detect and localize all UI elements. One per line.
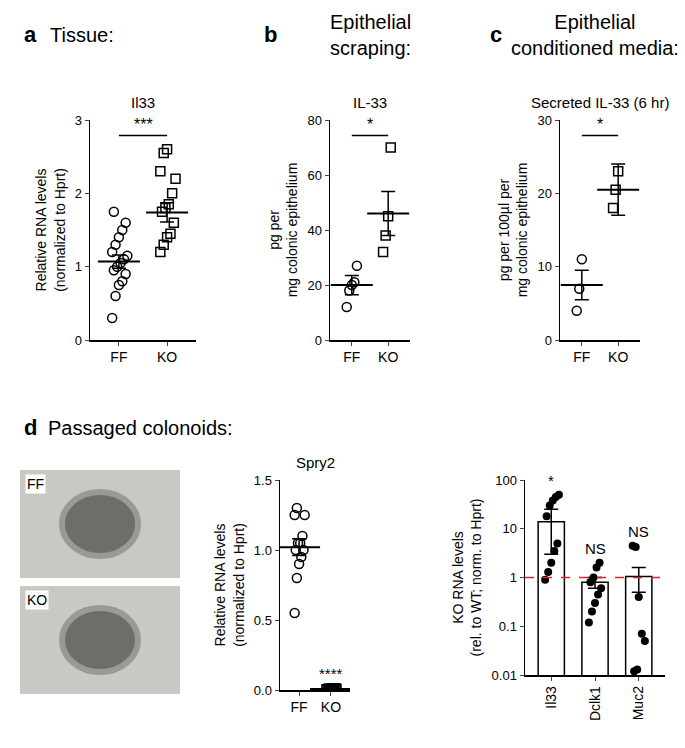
svg-text:FF: FF — [27, 476, 44, 492]
svg-text:0: 0 — [315, 333, 322, 348]
svg-text:*: * — [597, 116, 603, 133]
svg-text:10: 10 — [537, 259, 551, 274]
svg-text:c: c — [490, 22, 502, 47]
svg-text:KO RNA levels(rel. to WT; norm: KO RNA levels(rel. to WT; norm. to Hprt) — [450, 499, 484, 657]
svg-text:Epithelialscraping:: Epithelialscraping: — [330, 11, 411, 59]
svg-text:Muc2: Muc2 — [630, 686, 646, 720]
svg-text:pg per 100µl permg colonic epi: pg per 100µl permg colonic epithelium — [496, 163, 530, 298]
svg-text:20: 20 — [537, 186, 551, 201]
svg-text:0.0: 0.0 — [254, 683, 272, 698]
svg-text:0.1: 0.1 — [499, 619, 517, 634]
svg-text:3: 3 — [75, 113, 82, 128]
svg-text:KO: KO — [378, 349, 398, 365]
svg-text:KO: KO — [27, 592, 47, 608]
svg-text:1.0: 1.0 — [254, 543, 272, 558]
svg-text:2: 2 — [75, 186, 82, 201]
svg-text:1.5: 1.5 — [254, 473, 272, 488]
svg-text:Il33: Il33 — [131, 94, 155, 111]
svg-text:KO: KO — [321, 699, 341, 715]
svg-text:***: *** — [134, 116, 153, 133]
svg-text:*: * — [548, 472, 554, 489]
svg-text:0: 0 — [545, 333, 552, 348]
svg-text:30: 30 — [537, 113, 551, 128]
svg-text:Dclk1: Dclk1 — [587, 686, 603, 721]
svg-text:IL-33: IL-33 — [353, 94, 387, 111]
svg-text:Il33: Il33 — [543, 686, 559, 709]
svg-text:NS: NS — [628, 523, 649, 540]
svg-text:60: 60 — [307, 168, 321, 183]
svg-text:NS: NS — [585, 540, 606, 557]
svg-text:KO: KO — [157, 349, 177, 365]
svg-text:KO: KO — [608, 349, 628, 365]
svg-text:Spry2: Spry2 — [296, 454, 335, 471]
svg-text:FF: FF — [343, 349, 360, 365]
svg-text:100: 100 — [495, 473, 517, 488]
svg-text:FF: FF — [110, 349, 127, 365]
svg-text:Relative RNA levels(normalized: Relative RNA levels(normalized to Hprt) — [212, 523, 246, 647]
svg-text:40: 40 — [307, 223, 321, 238]
svg-text:1: 1 — [510, 570, 517, 585]
svg-text:1: 1 — [75, 259, 82, 274]
svg-text:b: b — [264, 22, 277, 47]
svg-text:10: 10 — [502, 521, 516, 536]
svg-text:****: **** — [319, 665, 343, 682]
svg-text:0: 0 — [75, 333, 82, 348]
svg-text:0.5: 0.5 — [254, 613, 272, 628]
svg-text:Relative RNA levels(normalized: Relative RNA levels(normalized to Hprt) — [33, 168, 67, 292]
svg-text:FF: FF — [573, 349, 590, 365]
svg-text:pg permg colonic epithelium: pg permg colonic epithelium — [266, 163, 300, 298]
svg-text:d: d — [24, 415, 37, 440]
svg-text:20: 20 — [307, 278, 321, 293]
svg-text:a: a — [24, 22, 37, 47]
svg-text:FF: FF — [291, 699, 308, 715]
svg-text:*: * — [367, 116, 373, 133]
svg-text:80: 80 — [307, 113, 321, 128]
svg-text:Passaged colonoids:: Passaged colonoids: — [48, 417, 233, 439]
svg-text:Epithelialconditioned media:: Epithelialconditioned media: — [511, 11, 679, 59]
svg-text:0.01: 0.01 — [492, 668, 517, 683]
svg-text:Tissue:: Tissue: — [50, 24, 114, 46]
svg-text:Secreted IL-33 (6 hr): Secreted IL-33 (6 hr) — [531, 94, 669, 111]
